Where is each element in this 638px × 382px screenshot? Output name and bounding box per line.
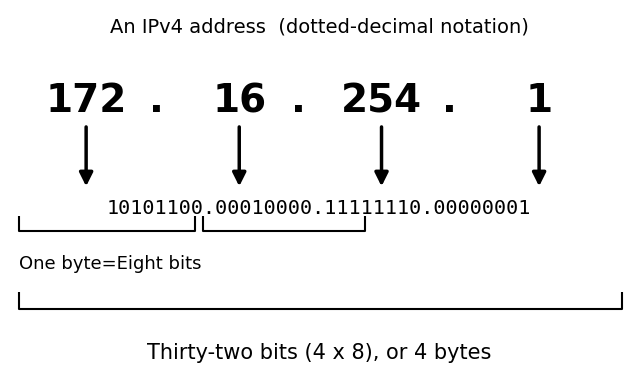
Text: 1: 1 [526, 82, 553, 120]
Text: 172: 172 [45, 82, 127, 120]
Text: One byte=Eight bits: One byte=Eight bits [19, 254, 202, 273]
Text: .: . [442, 82, 457, 120]
Text: An IPv4 address  (dotted-decimal notation): An IPv4 address (dotted-decimal notation… [110, 17, 528, 36]
Text: 254: 254 [341, 82, 422, 120]
Text: .: . [149, 82, 164, 120]
Text: 16: 16 [212, 82, 266, 120]
Text: 10101100.00010000.11111110.00000001: 10101100.00010000.11111110.00000001 [107, 199, 531, 218]
Text: .: . [291, 82, 306, 120]
Text: Thirty-two bits (4 x 8), or 4 bytes: Thirty-two bits (4 x 8), or 4 bytes [147, 343, 491, 363]
